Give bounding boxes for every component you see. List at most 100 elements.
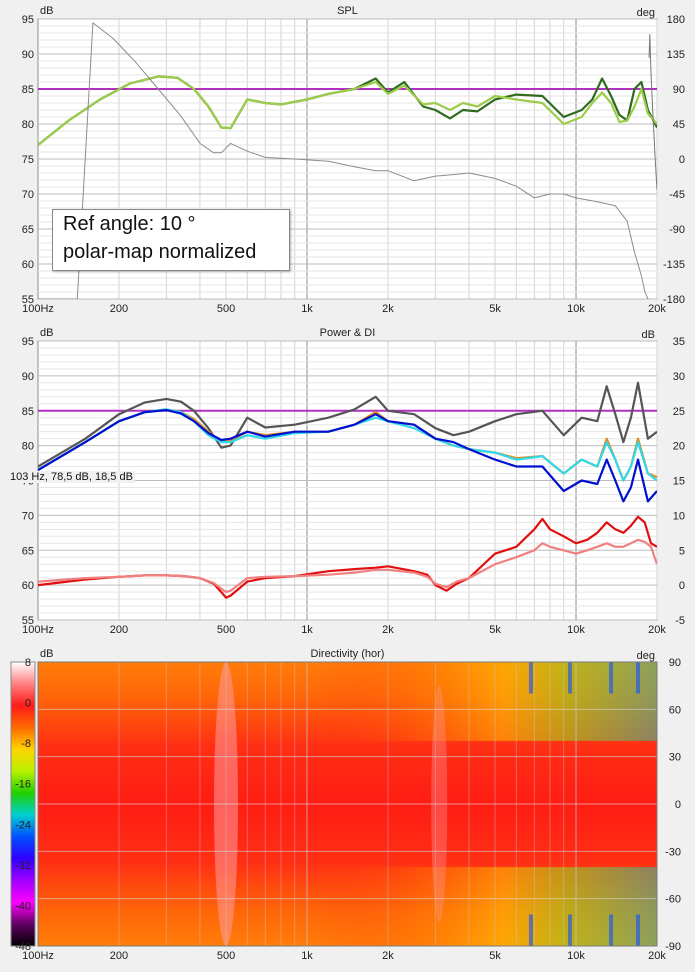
heatmap-null-streak: [636, 662, 641, 694]
directivity-panel: 8 0 -8 -16 -24 -32 -40 -48 100Hz 200 500 1k 2k 5k 10k 2…: [0, 644, 695, 972]
x-tick-label: 20k: [648, 950, 666, 962]
y-tick-label: 85: [22, 84, 34, 96]
y2-tick-label: -45: [669, 189, 685, 201]
y2-tick-label: 90: [669, 657, 681, 669]
y-unit-label: dB: [40, 327, 53, 339]
cursor-readout: 103 Hz, 78,5 dB, 18,5 dB: [8, 471, 135, 483]
y2-tick-label: 45: [673, 119, 685, 131]
y2-tick-label: 180: [667, 14, 685, 26]
y-tick-label: 75: [22, 154, 34, 166]
colorbar-tick-label: -24: [15, 819, 31, 831]
ref-angle-text: Ref angle: 10 °: [63, 213, 196, 235]
heatmap-null-streak: [609, 914, 614, 946]
x-tick-label: 200: [110, 303, 128, 315]
power-di-chart: 100Hz2005001k2k5k10k20k55606570758085909…: [22, 327, 685, 636]
x-tick-label: 500: [217, 303, 235, 315]
y-tick-label: 70: [22, 510, 34, 522]
y-tick-label: 80: [22, 119, 34, 131]
series-line-0: [38, 381, 657, 468]
y-tick-label: 55: [22, 615, 34, 627]
y2-tick-label: 15: [673, 476, 685, 488]
heatmap-null-streak: [568, 914, 573, 946]
y2-tick-label: 60: [669, 704, 681, 716]
heatmap-null-streak: [528, 914, 533, 946]
y-tick-label: 95: [22, 336, 34, 348]
y-tick-label: 90: [22, 49, 34, 61]
colorbar-tick-label: -8: [21, 738, 31, 750]
y-unit-label: dB: [40, 5, 53, 17]
heatmap-null-streak: [528, 662, 533, 694]
x-tick-label: 100Hz: [22, 303, 54, 315]
x-tick-label: 2k: [382, 303, 394, 315]
heatmap-null-streak: [636, 914, 641, 946]
chart-title: SPL: [337, 5, 358, 17]
x-tick-label: 500: [217, 950, 235, 962]
y-tick-label: 85: [22, 406, 34, 418]
y2-tick-label: 35: [673, 336, 685, 348]
x-tick-label: 20k: [648, 624, 666, 636]
series-line-5: [38, 538, 657, 594]
x-tick-label: 10k: [567, 950, 585, 962]
colorbar-tick-label: -48: [15, 941, 31, 953]
colorbar-tick-label: -40: [15, 900, 31, 912]
x-tick-label: 100Hz: [22, 950, 54, 962]
x-tick-label: 1k: [301, 303, 313, 315]
heatmap-lower-layer: [38, 867, 657, 946]
y2-tick-label: 25: [673, 406, 685, 418]
x-tick-label: 200: [110, 624, 128, 636]
series-line-1: [38, 75, 657, 146]
y-tick-label: 60: [22, 580, 34, 592]
series-group: [38, 22, 657, 299]
y2-tick-label: 10: [673, 510, 685, 522]
x-tick-label: 2k: [382, 950, 394, 962]
chart-title: Power & DI: [320, 327, 376, 339]
y2-unit-label: dB: [642, 329, 655, 341]
y2-tick-label: -90: [669, 224, 685, 236]
y2-tick-label: 90: [673, 84, 685, 96]
heatmap-upper-layer: [38, 662, 657, 741]
y2-unit-label: deg: [637, 7, 655, 19]
power-di-panel: 100Hz2005001k2k5k10k20k55606570758085909…: [0, 322, 695, 640]
y2-unit-label: deg: [637, 650, 655, 662]
y2-tick-label: 20: [673, 441, 685, 453]
x-tick-label: 1k: [301, 624, 313, 636]
plot-frame: [37, 661, 658, 947]
y-tick-label: 55: [22, 294, 34, 306]
y2-tick-label: 0: [679, 580, 685, 592]
x-tick-label: 1k: [301, 950, 313, 962]
series-line-2: [38, 22, 650, 299]
y2-tick-label: -60: [665, 894, 681, 906]
ref-angle-annotation: Ref angle: 10 ° polar-map normalized: [52, 209, 290, 271]
y-tick-label: 80: [22, 441, 34, 453]
colorbar-tick-label: 0: [25, 698, 31, 710]
colorbar-tick-label: 8: [25, 657, 31, 669]
colorbar: [10, 661, 36, 947]
y2-tick-label: 5: [679, 545, 685, 557]
series-group: [38, 381, 657, 599]
y-tick-label: 65: [22, 545, 34, 557]
x-tick-label: 500: [217, 624, 235, 636]
series-line-3: [648, 34, 657, 191]
y2-tick-label: 30: [673, 371, 685, 383]
y2-tick-label: 135: [667, 49, 685, 61]
y-tick-label: 95: [22, 14, 34, 26]
y-tick-label: 65: [22, 224, 34, 236]
heatmap-null-streak: [609, 662, 614, 694]
x-tick-label: 2k: [382, 624, 394, 636]
y2-tick-label: 30: [669, 752, 681, 764]
x-tick-label: 100Hz: [22, 624, 54, 636]
y2-tick-label: -180: [663, 294, 685, 306]
y2-tick-label: -30: [665, 846, 681, 858]
x-tick-label: 10k: [567, 303, 585, 315]
heatmap-null-streak: [568, 662, 573, 694]
y-tick-label: 60: [22, 259, 34, 271]
x-tick-label: 5k: [489, 950, 501, 962]
y-tick-label: 90: [22, 371, 34, 383]
y2-tick-label: -135: [663, 259, 685, 271]
colorbar-tick-label: -16: [15, 779, 31, 791]
y2-tick-label: 0: [675, 799, 681, 811]
y-unit-label: dB: [40, 648, 53, 660]
x-tick-label: 200: [110, 950, 128, 962]
x-tick-label: 5k: [489, 303, 501, 315]
x-tick-label: 5k: [489, 624, 501, 636]
